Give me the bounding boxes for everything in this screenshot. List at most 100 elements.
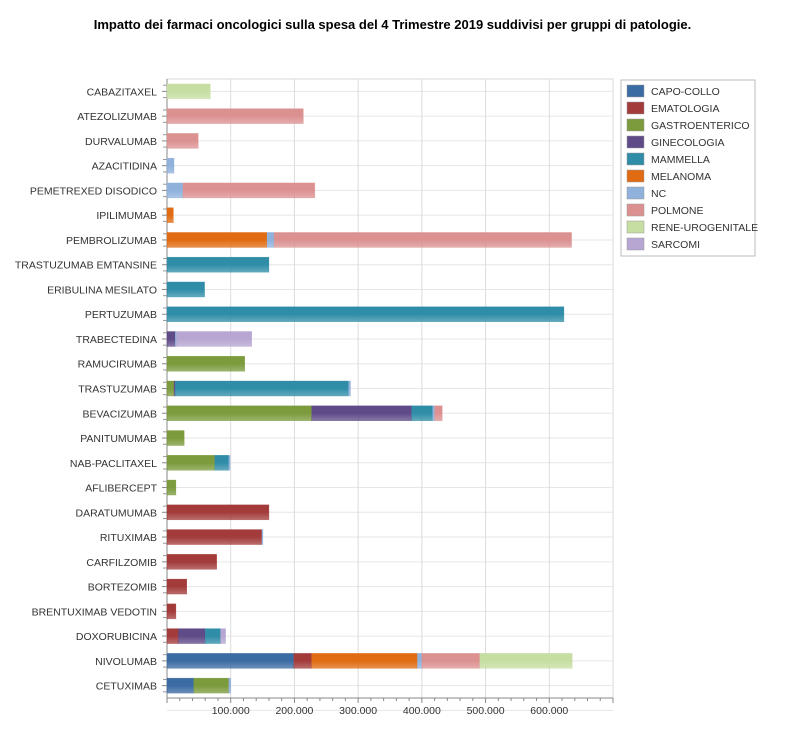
x-tick-label: 200.000: [275, 705, 313, 717]
bar-segment-ematologia: [166, 603, 177, 620]
bar-segment-capo-collo: [166, 653, 295, 669]
legend-label: SARCOMI: [651, 239, 700, 251]
bar-segment-nc: [228, 455, 231, 471]
y-category-label: PEMETREXED DISODICO: [30, 185, 157, 197]
bar-segment-mammella: [166, 256, 270, 273]
y-category-label: DOXORUBICINA: [76, 631, 157, 643]
y-category-label: NIVOLUMAB: [95, 656, 157, 668]
bar-segment-ematologia: [166, 628, 179, 644]
y-category-label: TRASTUZUMAB: [78, 384, 157, 396]
bar-segment-ematologia: [293, 653, 312, 669]
legend-swatch: [626, 169, 645, 183]
bar-segment-mammella: [175, 380, 349, 397]
bar-segment-polmone: [421, 653, 481, 669]
y-category-label: CABAZITAXEL: [87, 86, 158, 98]
bar-segment-gastroenterico: [166, 405, 312, 422]
y-category-label: NAB-PACLITAXEL: [70, 458, 157, 470]
y-category-label: IPILIMUMAB: [96, 210, 157, 222]
bar-segment-gastroenterico: [166, 455, 216, 471]
bar-segment-nc: [348, 380, 351, 397]
bar-segment-gastroenterico: [166, 380, 175, 397]
bar-segment-ematologia: [166, 554, 217, 570]
y-category-label: DURVALUMAB: [85, 136, 157, 148]
bar-segment-mammella: [166, 306, 565, 322]
bar-segment-nc: [166, 157, 175, 174]
legend-label: RENE-UROGENITALE: [651, 222, 758, 234]
y-category-label: TRASTUZUMAB EMTANSINE: [15, 260, 157, 272]
legend-label: GASTROENTERICO: [651, 120, 750, 132]
x-tick-label: 400.000: [403, 705, 441, 717]
bar-segment-nc: [417, 653, 423, 669]
bar-segment-mammella: [166, 281, 205, 298]
legend-label: NC: [651, 188, 667, 200]
legend-label: EMATOLOGIA: [651, 103, 719, 115]
y-category-label: PANITUMUMAB: [80, 433, 157, 445]
y-category-label: BRENTUXIMAB VEDOTIN: [32, 606, 157, 618]
y-category-label: CETUXIMAB: [96, 681, 157, 693]
legend-label: CAPO-COLLO: [651, 86, 720, 98]
bar-segment-ematologia: [166, 578, 188, 595]
y-category-label: ERIBULINA MESILATO: [47, 284, 157, 296]
x-tick-label: 300.000: [339, 705, 377, 717]
bar-segment-sarcomi: [176, 331, 252, 347]
y-category-label: BORTEZOMIB: [88, 582, 157, 594]
legend-swatch: [626, 135, 645, 149]
y-category-label: RITUXIMAB: [100, 532, 157, 544]
bar-segment-nc: [266, 232, 275, 248]
bar-segment-polmone: [273, 232, 572, 248]
bar-segment-melanoma: [166, 232, 268, 248]
legend-label: MAMMELLA: [651, 154, 710, 166]
bar-segment-polmone: [434, 405, 443, 422]
legend-swatch: [626, 220, 645, 234]
legend-swatch: [626, 118, 645, 132]
bar-segment-capo-collo: [166, 677, 195, 694]
x-tick-label: 500.000: [467, 705, 505, 717]
bar-segment-nc: [261, 529, 264, 545]
legend-swatch: [626, 237, 645, 251]
legend-swatch: [626, 101, 645, 115]
bar-segment-polmone: [166, 108, 304, 124]
y-category-label: RAMUCIRUMAB: [78, 359, 157, 371]
bar-segment-nc: [228, 677, 231, 694]
bar-segment-ginecologia: [166, 331, 176, 347]
bar-segment-ginecologia: [311, 405, 412, 422]
bar-segment-melanoma: [311, 653, 418, 669]
bar-segment-ginecologia: [178, 628, 206, 644]
bar-segment-polmone: [166, 133, 199, 149]
bar-segment-melanoma: [166, 207, 174, 223]
bar-segment-polmone: [182, 182, 316, 199]
bar-segment-ematologia: [166, 529, 263, 545]
legend-swatch: [626, 186, 645, 200]
legend-label: POLMONE: [651, 205, 704, 217]
y-category-label: TRABECTEDINA: [76, 334, 157, 346]
y-category-label: CARFILZOMIB: [86, 557, 157, 569]
bar-segment-sarcomi: [220, 628, 226, 644]
bar-segment-gastroenterico: [166, 479, 177, 496]
bar-segment-nc: [432, 405, 435, 422]
y-category-label: PEMBROLIZUMAB: [66, 235, 157, 247]
legend-swatch: [626, 203, 645, 217]
bar-segment-rene-urogenitale: [479, 653, 573, 669]
bar-segment-gastroenterico: [166, 430, 185, 446]
x-tick-label: 600.000: [530, 705, 568, 717]
y-category-label: AZACITIDINA: [92, 161, 157, 173]
legend-label: GINECOLOGIA: [651, 137, 725, 149]
legend-label: MELANOMA: [651, 171, 711, 183]
bar-segment-rene-urogenitale: [166, 83, 211, 100]
bar-segment-gastroenterico: [166, 355, 245, 372]
x-tick-label: 100.000: [212, 705, 250, 717]
bar-segment-mammella: [204, 628, 221, 644]
y-category-label: ATEZOLIZUMAB: [77, 111, 157, 123]
bar-segment-nc: [166, 182, 184, 199]
y-category-label: PERTUZUMAB: [85, 309, 157, 321]
bar-segment-mammella: [214, 455, 230, 471]
chart-title: Impatto dei farmaci oncologici sulla spe…: [93, 17, 692, 32]
bar-segment-mammella: [411, 405, 433, 422]
y-category-label: DARATUMUMAB: [76, 507, 157, 519]
y-category-label: AFLIBERCEPT: [85, 483, 157, 495]
bar-segment-gastroenterico: [193, 677, 230, 694]
legend-swatch: [626, 84, 645, 98]
y-category-label: BEVACIZUMAB: [83, 408, 157, 420]
legend-swatch: [626, 152, 645, 166]
